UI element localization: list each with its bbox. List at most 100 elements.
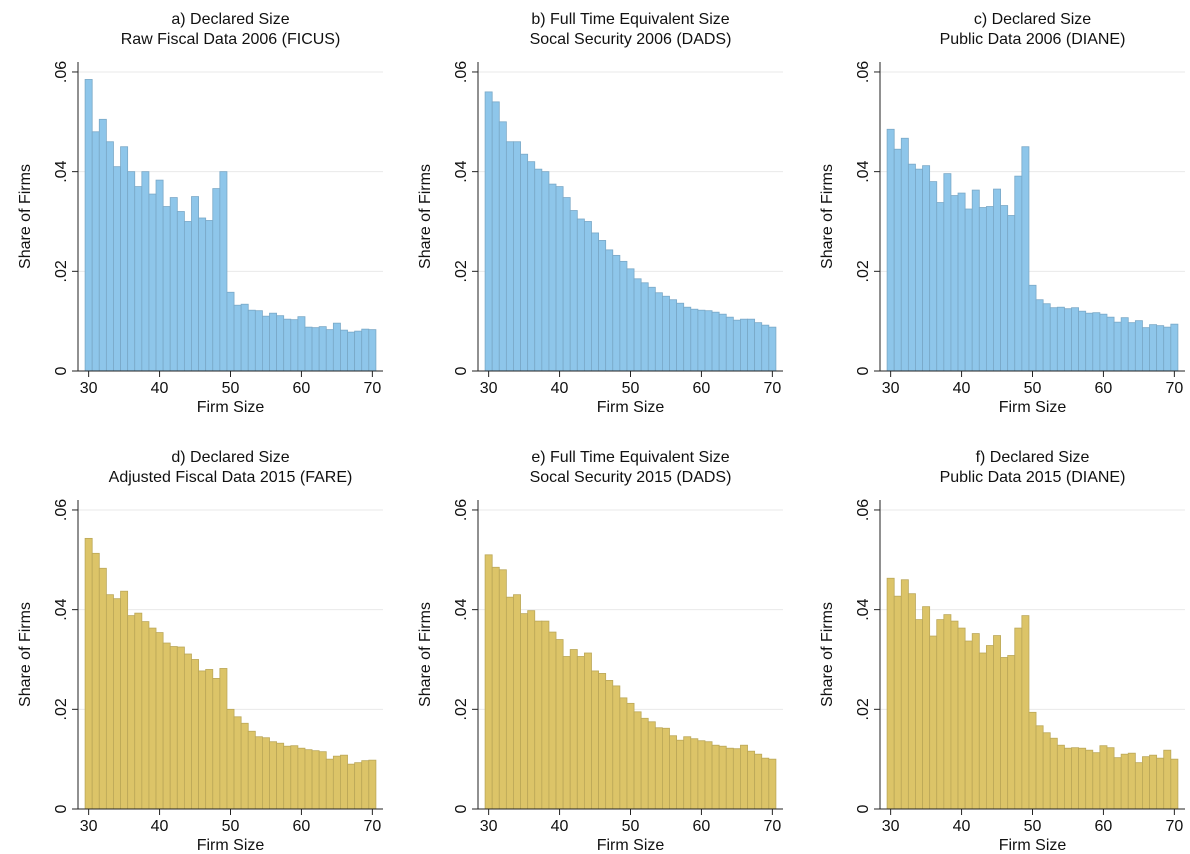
bar (907, 163, 916, 372)
x-axis-label: Firm Size (597, 837, 665, 854)
bar (971, 189, 980, 372)
bar (127, 171, 136, 372)
bar (754, 753, 763, 810)
bar (1156, 325, 1165, 372)
bar (654, 292, 663, 372)
bar (1028, 284, 1037, 372)
bar (368, 329, 377, 372)
bar (304, 749, 313, 810)
x-tick-label: 50 (622, 818, 640, 835)
bar (1007, 215, 1016, 372)
bar (332, 755, 341, 810)
bar (1042, 732, 1051, 810)
x-tick-label: 60 (293, 818, 311, 835)
bar (957, 192, 966, 372)
bar (893, 595, 902, 810)
y-tick-label: .06 (855, 61, 872, 83)
bar (1127, 752, 1136, 810)
bar (491, 566, 500, 810)
bar (1021, 615, 1030, 810)
bar (718, 313, 727, 372)
bar (993, 188, 1001, 372)
bar (340, 754, 348, 810)
x-tick-label: 70 (763, 818, 781, 835)
bar (513, 141, 521, 372)
bar (155, 179, 164, 372)
bar (605, 680, 614, 810)
bar (276, 742, 285, 810)
bar (527, 161, 536, 372)
bar (619, 260, 628, 372)
bar (591, 670, 599, 810)
y-tick-label: .04 (855, 598, 872, 620)
x-tick-label: 60 (1095, 380, 1113, 397)
y-axis-label: Share of Firms (17, 164, 34, 269)
bar (262, 315, 270, 372)
chart-title: f) Declared Size (976, 449, 1090, 466)
bar (907, 593, 916, 810)
x-tick-label: 70 (1165, 380, 1183, 397)
bar (964, 208, 973, 372)
bar (120, 146, 129, 372)
bar (740, 318, 748, 372)
chart-title: d) Declared Size (171, 449, 289, 466)
bar (676, 302, 685, 372)
bar (1007, 655, 1016, 810)
bar (569, 210, 578, 372)
y-axis-label: Share of Firms (417, 602, 434, 707)
bar (768, 326, 777, 372)
bar (915, 619, 923, 810)
bar (985, 206, 994, 372)
bar (290, 745, 299, 810)
bar (527, 610, 536, 810)
bar (361, 760, 370, 810)
bar (612, 254, 621, 372)
bar (219, 668, 228, 810)
bar (732, 748, 741, 810)
chart-subtitle: Socal Security 2006 (DADS) (530, 31, 732, 48)
y-tick-label: 0 (855, 804, 872, 813)
bar (936, 202, 945, 372)
bar (548, 183, 557, 372)
bar (725, 316, 734, 372)
y-tick-label: .04 (855, 160, 872, 182)
bar (929, 635, 938, 810)
bar (148, 193, 157, 372)
bar (683, 736, 692, 810)
bar (950, 620, 959, 810)
bar (1049, 737, 1058, 810)
bar (633, 711, 642, 810)
bar (555, 186, 564, 372)
bar (254, 736, 263, 810)
x-tick-label: 70 (363, 380, 381, 397)
bar (1042, 303, 1051, 372)
bar (583, 221, 592, 372)
y-tick-label: 0 (53, 804, 70, 813)
bar (205, 669, 214, 810)
bar (233, 304, 242, 372)
bar (971, 633, 980, 810)
bar (105, 141, 114, 372)
bar (191, 196, 199, 372)
bar (900, 137, 909, 372)
bar (964, 640, 973, 810)
bar (1106, 747, 1115, 810)
bar (900, 579, 909, 810)
bar (555, 639, 564, 810)
bar (647, 286, 656, 372)
x-tick-label: 30 (480, 380, 498, 397)
y-tick-label: .06 (855, 499, 872, 521)
bar (886, 577, 895, 810)
bar (361, 328, 370, 372)
bar (676, 739, 685, 810)
x-tick-label: 40 (953, 380, 971, 397)
x-tick-label: 60 (1095, 818, 1113, 835)
bar (915, 168, 923, 372)
bar (183, 221, 192, 372)
bar (690, 308, 699, 372)
bar (747, 318, 756, 372)
chart-subtitle: Raw Fiscal Data 2006 (FICUS) (121, 31, 341, 48)
bar (91, 131, 100, 372)
bar (1056, 306, 1065, 372)
bar (768, 758, 777, 810)
